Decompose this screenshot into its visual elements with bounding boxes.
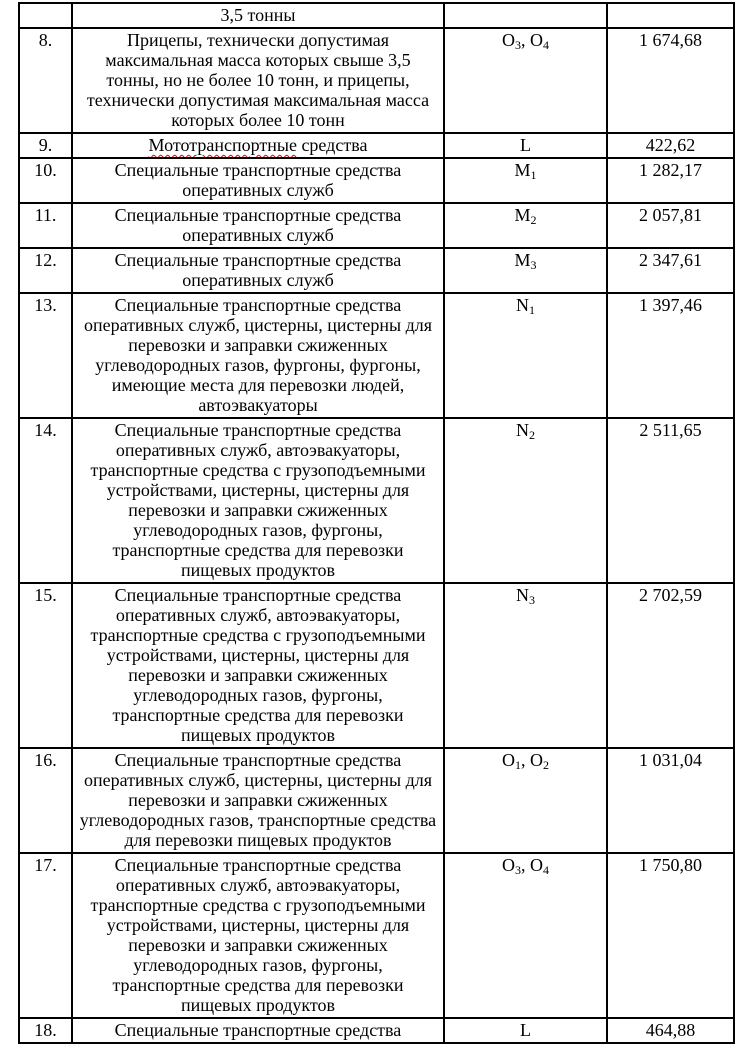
- description-cell: Прицепы, технически допустимая максималь…: [71, 27, 445, 134]
- description-cell: Специальные транспортные средства операт…: [71, 417, 445, 584]
- fee-table-body: 3,5 тонны 8. Прицепы, технически допустима…: [18, 2, 735, 1044]
- table-row: 9. Мототранспортные средства L 422,62: [18, 132, 735, 159]
- price-cell: 1 750,80: [606, 852, 735, 1019]
- row-number-cell: 8.: [18, 27, 73, 134]
- category-cell: M2: [443, 202, 608, 249]
- category-cell: O3, O4: [443, 852, 608, 1019]
- row-number-cell: 16.: [18, 747, 73, 854]
- category-cell: N1: [443, 292, 608, 419]
- price-cell: [606, 2, 735, 29]
- row-number-cell: 13.: [18, 292, 73, 419]
- category-cell: O1, O2: [443, 747, 608, 854]
- table-row: 13. Специальные транспортные средства опе…: [18, 292, 735, 419]
- description-cell: 3,5 тонны: [71, 2, 445, 29]
- category-cell: L: [443, 1017, 608, 1044]
- price-cell: 1 282,17: [606, 157, 735, 204]
- category-cell: M3: [443, 247, 608, 294]
- table-row: 15. Специальные транспортные средства опе…: [18, 582, 735, 749]
- description-cell: Специальные транспортные средства операт…: [71, 202, 445, 249]
- row-number-cell: 17.: [18, 852, 73, 1019]
- misspelled-word: Мототранспортные: [148, 135, 297, 155]
- row-number-cell: 18.: [18, 1017, 73, 1044]
- row-number-cell: 15.: [18, 582, 73, 749]
- description-cell: Специальные транспортные средства операт…: [71, 157, 445, 204]
- table-row: 11. Специальные транспортные средства опе…: [18, 202, 735, 249]
- table-row: 16. Специальные транспортные средства опе…: [18, 747, 735, 854]
- price-cell: 1 397,46: [606, 292, 735, 419]
- row-number-cell: 12.: [18, 247, 73, 294]
- description-cell: Специальные транспортные средства: [71, 1017, 445, 1044]
- category-cell: M1: [443, 157, 608, 204]
- price-cell: 2 347,61: [606, 247, 735, 294]
- price-cell: 422,62: [606, 132, 735, 159]
- category-cell: L: [443, 132, 608, 159]
- category-cell: O3, O4: [443, 27, 608, 134]
- row-number-cell: 9.: [18, 132, 73, 159]
- table-row: 17. Специальные транспортные средства опе…: [18, 852, 735, 1019]
- price-cell: 2 511,65: [606, 417, 735, 584]
- row-number-cell: 10.: [18, 157, 73, 204]
- table-row: 12. Специальные транспортные средства опе…: [18, 247, 735, 294]
- category-cell: [443, 2, 608, 29]
- table-row: 10. Специальные транспортные средства опе…: [18, 157, 735, 204]
- row-number-cell: [18, 2, 73, 29]
- vehicle-fee-table: 3,5 тонны 8. Прицепы, технически допустима…: [18, 2, 735, 1044]
- description-cell: Специальные транспортные средства операт…: [71, 582, 445, 749]
- description-cell: Специальные транспортные средства операт…: [71, 292, 445, 419]
- price-cell: 2 057,81: [606, 202, 735, 249]
- table-row: 3,5 тонны: [18, 2, 735, 29]
- price-cell: 1 031,04: [606, 747, 735, 854]
- price-cell: 1 674,68: [606, 27, 735, 134]
- description-cell: Специальные транспортные средства операт…: [71, 747, 445, 854]
- table-row: 8. Прицепы, технически допустимая максима…: [18, 27, 735, 134]
- description-cell: Специальные транспортные средства операт…: [71, 247, 445, 294]
- description-cell: Мототранспортные средства: [71, 132, 445, 159]
- table-row: 14. Специальные транспортные средства опе…: [18, 417, 735, 584]
- row-number-cell: 11.: [18, 202, 73, 249]
- category-cell: N3: [443, 582, 608, 749]
- price-cell: 464,88: [606, 1017, 735, 1044]
- row-number-cell: 14.: [18, 417, 73, 584]
- description-cell: Специальные транспортные средства операт…: [71, 852, 445, 1019]
- category-cell: N2: [443, 417, 608, 584]
- table-row: 18. Специальные транспортные средства L 464…: [18, 1017, 735, 1044]
- price-cell: 2 702,59: [606, 582, 735, 749]
